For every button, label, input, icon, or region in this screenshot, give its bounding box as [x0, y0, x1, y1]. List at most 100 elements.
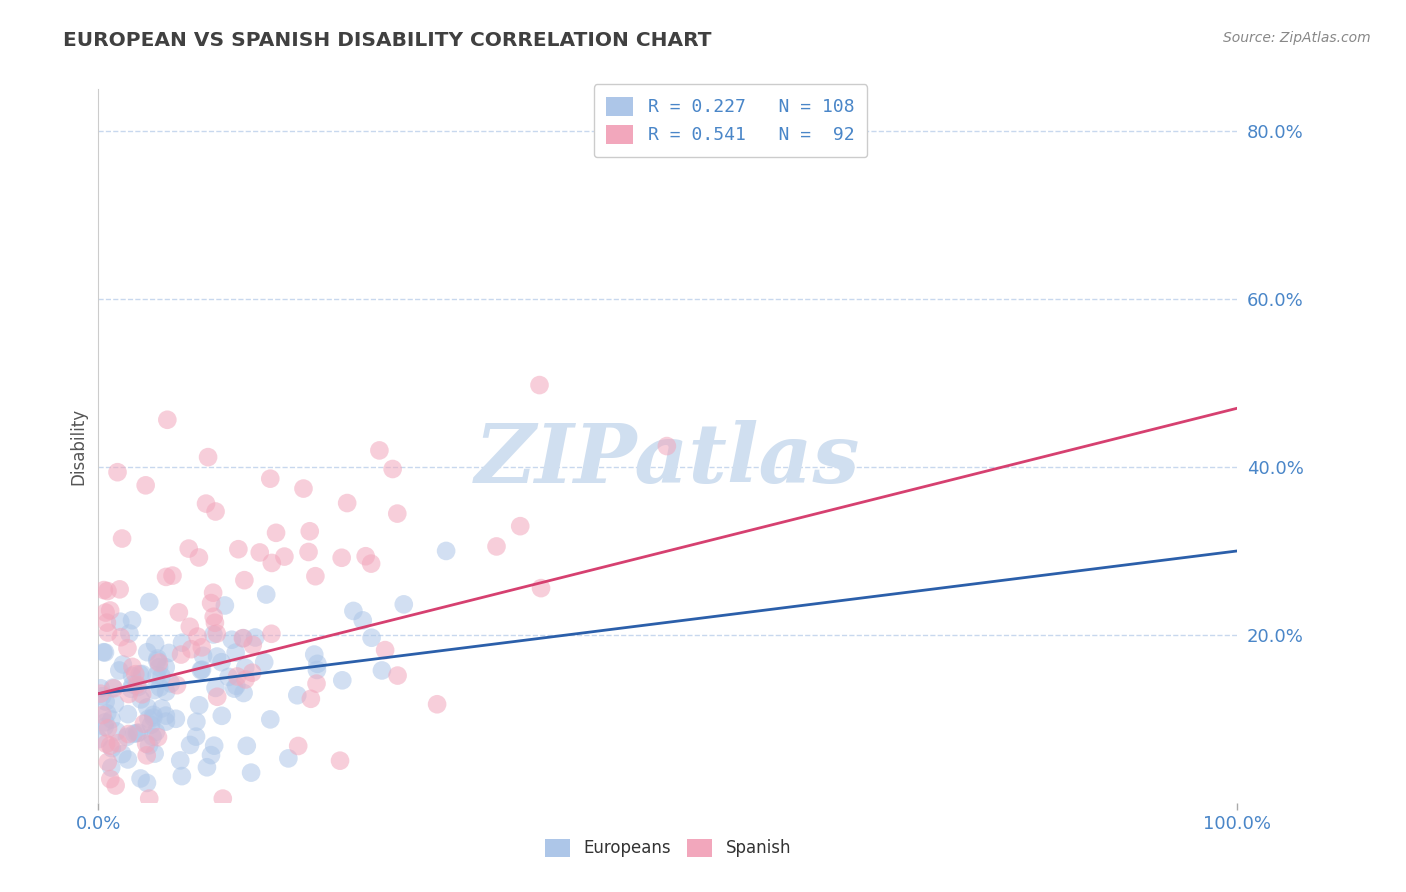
- Point: [121, 613, 143, 627]
- Point: [434, 544, 457, 558]
- Point: [233, 660, 256, 674]
- Point: [304, 648, 326, 662]
- Point: [142, 707, 165, 722]
- Point: [138, 712, 160, 726]
- Point: [139, 718, 162, 732]
- Point: [360, 557, 382, 571]
- Point: [232, 686, 254, 700]
- Point: [148, 656, 170, 670]
- Point: [264, 525, 287, 540]
- Point: [195, 760, 218, 774]
- Point: [179, 738, 201, 752]
- Point: [204, 615, 226, 630]
- Point: [204, 504, 226, 518]
- Point: [107, 736, 129, 750]
- Point: [138, 595, 160, 609]
- Point: [202, 627, 225, 641]
- Point: [195, 497, 218, 511]
- Point: [128, 725, 150, 739]
- Point: [170, 635, 193, 649]
- Point: [260, 627, 283, 641]
- Point: [225, 679, 247, 693]
- Point: [226, 669, 249, 683]
- Point: [122, 727, 145, 741]
- Point: [118, 626, 141, 640]
- Point: [211, 791, 233, 805]
- Point: [160, 676, 183, 690]
- Point: [129, 692, 152, 706]
- Point: [202, 609, 225, 624]
- Point: [98, 603, 121, 617]
- Point: [117, 707, 139, 722]
- Point: [100, 713, 122, 727]
- Point: [143, 683, 166, 698]
- Text: Source: ZipAtlas.com: Source: ZipAtlas.com: [1223, 31, 1371, 45]
- Point: [138, 791, 160, 805]
- Point: [297, 545, 319, 559]
- Point: [146, 730, 169, 744]
- Point: [214, 599, 236, 613]
- Point: [191, 640, 214, 655]
- Point: [145, 668, 167, 682]
- Point: [111, 747, 134, 761]
- Point: [138, 739, 160, 753]
- Point: [177, 541, 200, 556]
- Point: [329, 754, 352, 768]
- Point: [221, 632, 243, 647]
- Point: [150, 701, 173, 715]
- Point: [485, 540, 508, 554]
- Point: [225, 646, 247, 660]
- Point: [146, 651, 169, 665]
- Point: [136, 700, 159, 714]
- Point: [299, 691, 322, 706]
- Point: [204, 681, 226, 695]
- Point: [426, 698, 449, 712]
- Point: [354, 549, 377, 564]
- Point: [90, 681, 112, 696]
- Point: [371, 664, 394, 678]
- Point: [129, 772, 152, 786]
- Text: ZIPatlas: ZIPatlas: [475, 420, 860, 500]
- Point: [509, 519, 531, 533]
- Point: [360, 631, 382, 645]
- Point: [352, 613, 374, 627]
- Point: [242, 638, 264, 652]
- Point: [93, 645, 115, 659]
- Point: [129, 667, 152, 681]
- Point: [218, 670, 240, 684]
- Point: [170, 769, 193, 783]
- Point: [101, 681, 124, 695]
- Point: [240, 765, 263, 780]
- Point: [259, 472, 281, 486]
- Point: [108, 582, 131, 597]
- Point: [117, 641, 139, 656]
- Legend: Europeans, Spanish: Europeans, Spanish: [536, 830, 800, 866]
- Point: [96, 737, 118, 751]
- Point: [98, 739, 121, 753]
- Point: [146, 654, 169, 668]
- Point: [235, 673, 257, 687]
- Text: EUROPEAN VS SPANISH DISABILITY CORRELATION CHART: EUROPEAN VS SPANISH DISABILITY CORRELATI…: [63, 31, 711, 50]
- Point: [191, 663, 214, 677]
- Point: [91, 708, 114, 723]
- Point: [143, 637, 166, 651]
- Point: [117, 727, 139, 741]
- Point: [260, 556, 283, 570]
- Point: [186, 630, 208, 644]
- Point: [121, 669, 143, 683]
- Point: [200, 596, 222, 610]
- Point: [155, 685, 177, 699]
- Point: [111, 657, 134, 672]
- Point: [307, 657, 329, 671]
- Point: [187, 550, 209, 565]
- Point: [254, 588, 277, 602]
- Point: [162, 568, 184, 582]
- Point: [529, 378, 551, 392]
- Point: [94, 695, 117, 709]
- Point: [118, 687, 141, 701]
- Point: [94, 606, 117, 620]
- Point: [224, 681, 246, 696]
- Point: [91, 690, 114, 704]
- Point: [110, 630, 132, 644]
- Point: [96, 615, 118, 630]
